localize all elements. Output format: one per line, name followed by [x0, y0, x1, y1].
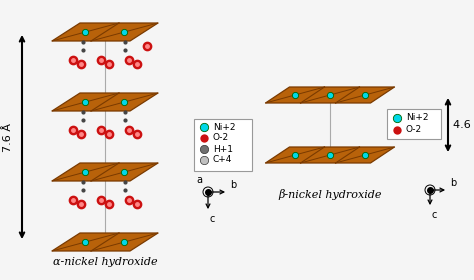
Polygon shape: [52, 23, 158, 41]
Polygon shape: [52, 233, 158, 251]
Text: b: b: [450, 178, 456, 188]
Polygon shape: [52, 93, 158, 111]
Polygon shape: [265, 87, 394, 103]
Text: α-nickel hydroxide: α-nickel hydroxide: [53, 257, 157, 267]
Text: C+4: C+4: [213, 155, 232, 165]
Text: O-2: O-2: [213, 134, 229, 143]
Text: 4.6 Å: 4.6 Å: [453, 120, 474, 130]
Polygon shape: [52, 163, 158, 181]
Text: H+1: H+1: [213, 144, 233, 153]
Text: β-nickel hydroxide: β-nickel hydroxide: [278, 190, 382, 200]
Text: c: c: [210, 214, 215, 224]
Text: Ni+2: Ni+2: [213, 123, 236, 132]
FancyBboxPatch shape: [194, 119, 252, 171]
Text: O-2: O-2: [406, 125, 422, 134]
FancyBboxPatch shape: [387, 109, 441, 139]
Text: b: b: [230, 180, 236, 190]
Text: a: a: [196, 175, 202, 185]
Polygon shape: [265, 147, 394, 163]
Text: 7.6 Å: 7.6 Å: [3, 123, 13, 151]
Text: Ni+2: Ni+2: [406, 113, 428, 123]
Text: c: c: [432, 210, 438, 220]
